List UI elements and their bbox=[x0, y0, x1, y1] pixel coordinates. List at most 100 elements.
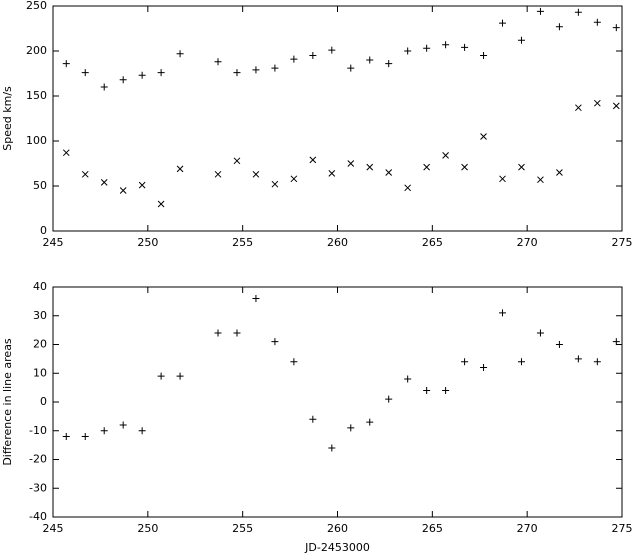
data-point bbox=[119, 76, 127, 84]
data-point bbox=[499, 309, 507, 317]
x-tick-label: 250 bbox=[137, 236, 158, 249]
y-tick-label: 0 bbox=[40, 224, 47, 237]
data-point bbox=[518, 163, 525, 171]
data-point bbox=[555, 23, 563, 31]
data-point bbox=[271, 338, 279, 346]
data-point bbox=[100, 83, 108, 91]
x-tick-label: 255 bbox=[232, 522, 253, 535]
y-tick-label: 150 bbox=[26, 89, 47, 102]
data-point bbox=[157, 200, 165, 208]
y-tick-label: 30 bbox=[33, 309, 47, 322]
data-point bbox=[366, 418, 374, 426]
data-point bbox=[404, 375, 412, 383]
data-point bbox=[423, 387, 431, 394]
data-point bbox=[537, 176, 544, 184]
data-point bbox=[138, 71, 146, 79]
y-tick-label: 200 bbox=[26, 44, 47, 57]
data-point bbox=[62, 433, 70, 440]
plot-frame bbox=[52, 5, 623, 232]
x-tick-label: 270 bbox=[517, 236, 538, 249]
data-point bbox=[81, 433, 89, 440]
x-tick-label: 275 bbox=[612, 236, 633, 249]
data-point bbox=[176, 165, 184, 173]
y-tick-label: 0 bbox=[40, 395, 47, 408]
data-point bbox=[233, 329, 241, 337]
data-point bbox=[309, 156, 317, 164]
x-axis-label: JD-2453000 bbox=[304, 541, 370, 553]
data-point bbox=[556, 169, 563, 176]
y-tick-label: 100 bbox=[26, 134, 47, 147]
data-point bbox=[461, 43, 469, 51]
x-tick-label: 260 bbox=[327, 522, 348, 535]
data-point bbox=[252, 170, 260, 178]
data-point bbox=[536, 329, 544, 337]
x-tick-label: 245 bbox=[43, 236, 64, 249]
data-point bbox=[442, 41, 450, 49]
y-axis-label: Speed km/s bbox=[1, 86, 14, 151]
data-point bbox=[252, 66, 260, 74]
data-point bbox=[271, 64, 279, 72]
y-axis-label: Difference in line areas bbox=[1, 338, 14, 466]
data-point bbox=[442, 387, 450, 394]
x-tick-label: 275 bbox=[612, 522, 633, 535]
data-point bbox=[119, 187, 127, 194]
data-point bbox=[574, 355, 582, 363]
data-point bbox=[290, 175, 298, 183]
data-point bbox=[214, 58, 222, 66]
data-point bbox=[366, 56, 374, 64]
x-tick-label: 260 bbox=[327, 236, 348, 249]
data-point bbox=[385, 60, 393, 68]
data-point bbox=[461, 358, 469, 366]
data-point bbox=[176, 50, 184, 58]
data-point bbox=[593, 358, 601, 366]
data-point bbox=[575, 104, 582, 112]
data-point bbox=[385, 169, 393, 176]
data-point bbox=[555, 341, 563, 348]
data-point bbox=[347, 424, 355, 432]
data-point bbox=[347, 64, 355, 72]
data-point bbox=[214, 329, 222, 337]
data-point bbox=[593, 18, 601, 26]
x-tick-label: 265 bbox=[422, 522, 443, 535]
data-point bbox=[62, 149, 70, 157]
data-point bbox=[612, 102, 620, 110]
data-point bbox=[423, 163, 430, 171]
data-point bbox=[612, 338, 620, 346]
x-tick-label: 245 bbox=[43, 522, 64, 535]
data-point bbox=[574, 8, 582, 16]
data-point bbox=[233, 69, 241, 77]
data-point bbox=[309, 52, 317, 59]
y-tick-label: 10 bbox=[33, 366, 47, 379]
data-point bbox=[593, 99, 601, 107]
data-point bbox=[233, 157, 241, 165]
data-point bbox=[62, 60, 70, 68]
data-point bbox=[442, 152, 449, 159]
data-point bbox=[81, 69, 89, 77]
data-point bbox=[517, 358, 525, 366]
data-point bbox=[480, 364, 488, 371]
data-point bbox=[252, 295, 260, 302]
data-point bbox=[366, 163, 374, 171]
data-point bbox=[385, 395, 393, 403]
data-point bbox=[100, 179, 108, 186]
y-tick-label: 250 bbox=[26, 0, 47, 12]
data-point bbox=[81, 170, 89, 178]
y-tick-label: -30 bbox=[29, 481, 47, 494]
x-tick-label: 270 bbox=[517, 522, 538, 535]
data-point bbox=[480, 133, 487, 140]
data-point bbox=[480, 52, 488, 59]
data-point bbox=[157, 69, 165, 77]
data-point bbox=[138, 181, 146, 189]
data-point bbox=[461, 163, 468, 171]
y-tick-label: 20 bbox=[33, 338, 47, 351]
data-point bbox=[119, 421, 127, 429]
y-tick-label: -20 bbox=[29, 453, 47, 466]
data-point bbox=[404, 184, 412, 192]
data-point bbox=[499, 175, 506, 183]
data-point bbox=[499, 19, 507, 27]
data-point bbox=[612, 24, 620, 32]
y-tick-label: 40 bbox=[33, 280, 47, 293]
data-point bbox=[271, 180, 279, 188]
data-point bbox=[328, 46, 336, 54]
